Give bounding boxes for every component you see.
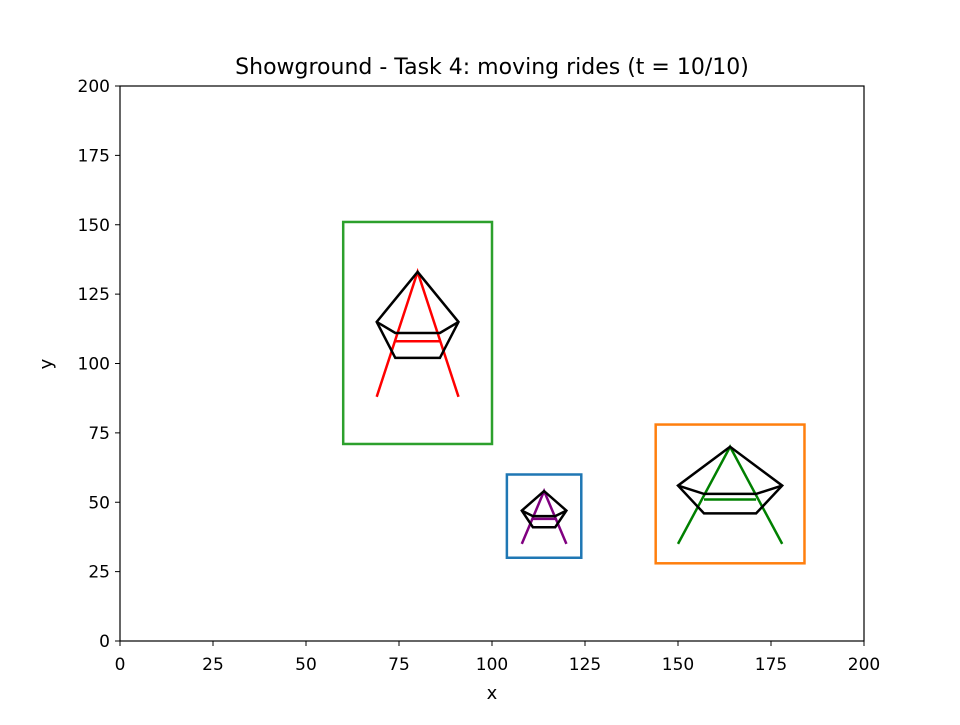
x-tick-label: 0: [115, 655, 126, 675]
ride-zone-rect-1: [341, 220, 494, 446]
y-tick-label: 125: [78, 285, 110, 305]
ride-2: [520, 487, 569, 545]
ride-1: [375, 267, 460, 398]
x-tick-label: 200: [848, 655, 880, 675]
y-axis-ticks: 0 25 50 75 100 125 150 175 200: [78, 77, 120, 652]
ride-legs: [520, 487, 568, 545]
ride-legs: [375, 267, 460, 398]
x-tick-label: 150: [662, 655, 694, 675]
x-tick-label: 25: [202, 655, 224, 675]
x-tick-label: 50: [295, 655, 317, 675]
y-tick-label: 25: [88, 563, 110, 583]
x-tick-label: 75: [388, 655, 410, 675]
x-axis-ticks: 0 25 50 75 100 125 150 175 200: [115, 641, 880, 675]
ride-zone-rect-2: [505, 473, 583, 559]
y-tick-label: 150: [78, 216, 110, 236]
chart-title: Showground - Task 4: moving rides (t = 1…: [235, 55, 749, 80]
x-tick-label: 100: [476, 655, 508, 675]
y-tick-label: 0: [99, 632, 110, 652]
y-tick-label: 75: [88, 424, 110, 444]
y-tick-label: 50: [88, 493, 110, 513]
x-tick-label: 125: [569, 655, 601, 675]
ride-seat: [521, 509, 567, 518]
x-tick-label: 175: [755, 655, 787, 675]
ride-frame: [676, 445, 785, 515]
ride-frame: [375, 269, 460, 360]
ride-seat: [677, 484, 783, 496]
plot-area: [341, 220, 806, 565]
ride-frame: [520, 489, 569, 529]
y-tick-label: 100: [78, 355, 110, 375]
ride-3: [676, 444, 785, 545]
y-axis-label: y: [36, 358, 57, 369]
ride-legs: [676, 444, 784, 545]
ride-seat: [376, 320, 460, 335]
axes-frame: [119, 85, 865, 642]
y-tick-label: 200: [78, 77, 110, 97]
x-axis-label: x: [487, 683, 498, 704]
ride-zone-rect-3: [654, 423, 806, 565]
y-tick-label: 175: [78, 146, 110, 166]
